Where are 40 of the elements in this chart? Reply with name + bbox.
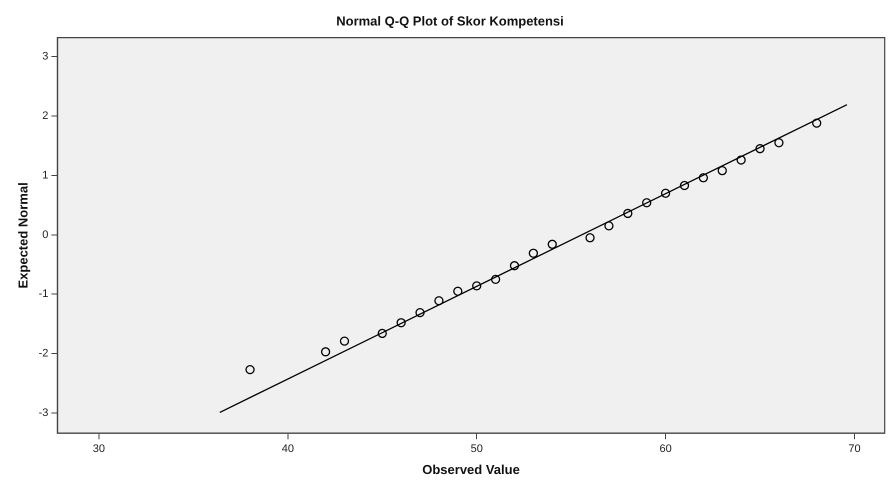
y-tick-label: -2 — [38, 348, 48, 360]
y-tick-label: 2 — [42, 110, 48, 122]
point — [453, 286, 462, 296]
point — [698, 173, 708, 182]
point — [396, 318, 406, 328]
y-tick-label: 0 — [42, 228, 48, 241]
y-axis-title: Expected Normal — [15, 182, 30, 288]
point — [736, 155, 746, 165]
x-tick-label: 30 — [92, 442, 106, 455]
point — [378, 328, 387, 338]
point — [490, 274, 500, 284]
point — [245, 364, 255, 374]
y-tick-label: -3 — [38, 407, 48, 420]
x-tick-label: 50 — [470, 442, 483, 455]
point — [623, 208, 632, 218]
y-tick-label: -1 — [38, 288, 48, 300]
x-tick-label: 40 — [282, 442, 294, 455]
point — [755, 144, 765, 154]
point — [340, 336, 350, 346]
point — [680, 180, 690, 190]
x-tick-label: 60 — [659, 442, 672, 455]
point — [718, 166, 727, 176]
point — [604, 221, 614, 231]
y-tick-label: 1 — [42, 169, 48, 182]
y-tick-label: 3 — [42, 50, 48, 63]
point — [548, 240, 557, 249]
point — [585, 233, 595, 242]
point — [774, 138, 784, 148]
point — [642, 198, 652, 208]
point — [660, 188, 670, 198]
point — [320, 347, 330, 356]
point — [528, 248, 538, 258]
chart-title: Normal Q-Q Plot of Skor Kompetensi — [336, 13, 564, 28]
x-tick-label: 70 — [848, 442, 861, 455]
point — [812, 118, 822, 128]
point — [434, 296, 444, 306]
point — [415, 308, 425, 318]
point — [510, 261, 520, 270]
x-axis-title: Observed Value — [422, 462, 520, 477]
point — [472, 281, 482, 291]
